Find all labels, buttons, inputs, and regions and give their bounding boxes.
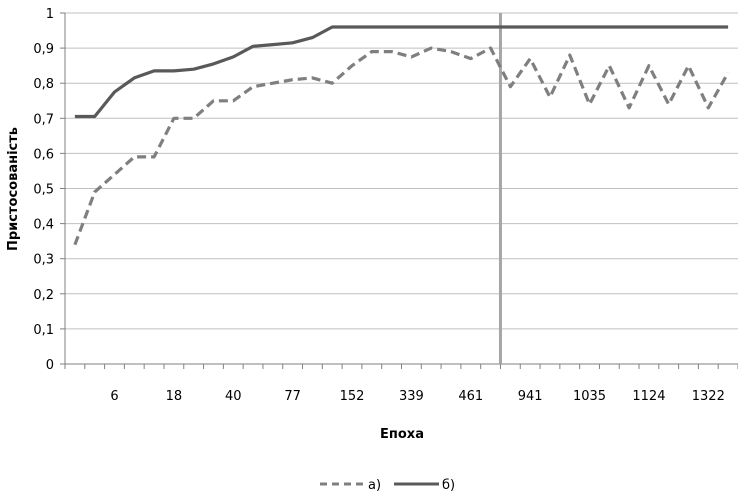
series-line-b [74,25,729,119]
legend: а) б) [320,478,455,493]
x-tick-label: 941 [518,389,543,404]
x-tick-label: 77 [284,389,301,404]
x-tick-label: 1035 [573,389,606,404]
y-tick-label: 0,3 [33,253,54,268]
x-tick-label: 40 [225,389,242,404]
legend-label-a: а) [368,478,381,493]
series-lines [73,25,730,246]
x-tick-label: 1124 [632,389,665,404]
x-axis-title: Епоха [380,427,424,442]
grid-lines [65,12,738,365]
y-tick-label: 0,7 [33,112,54,127]
y-tick-label: 0,6 [33,147,54,162]
x-tick-label: 18 [166,389,183,404]
legend-label-b: б) [442,478,455,493]
y-axis-title: Пристосованість [6,127,21,251]
x-tick-label: 1322 [692,389,725,404]
x-tick-label: 461 [458,389,483,404]
x-tick-label: 6 [110,389,118,404]
x-axis: 6 18 40 77 152 339 461 941 1035 1124 1322 [64,364,738,404]
series-line-a [73,46,730,246]
y-tick-label: 0,9 [33,42,54,57]
y-tick-label: 0,1 [33,323,54,338]
y-tick-label: 0 [46,358,54,373]
y-tick-label: 0,5 [33,183,54,198]
y-tick-label: 0,4 [33,218,54,233]
y-tick-label: 1 [46,7,54,22]
y-axis-ticks: 0 0,1 0,2 0,3 0,4 0,5 0,6 0,7 0,8 0,9 1 [33,7,66,373]
x-tick-label: 152 [340,389,365,404]
y-tick-label: 0,8 [33,77,54,92]
x-tick-label: 339 [399,389,424,404]
y-tick-label: 0,2 [33,288,54,303]
